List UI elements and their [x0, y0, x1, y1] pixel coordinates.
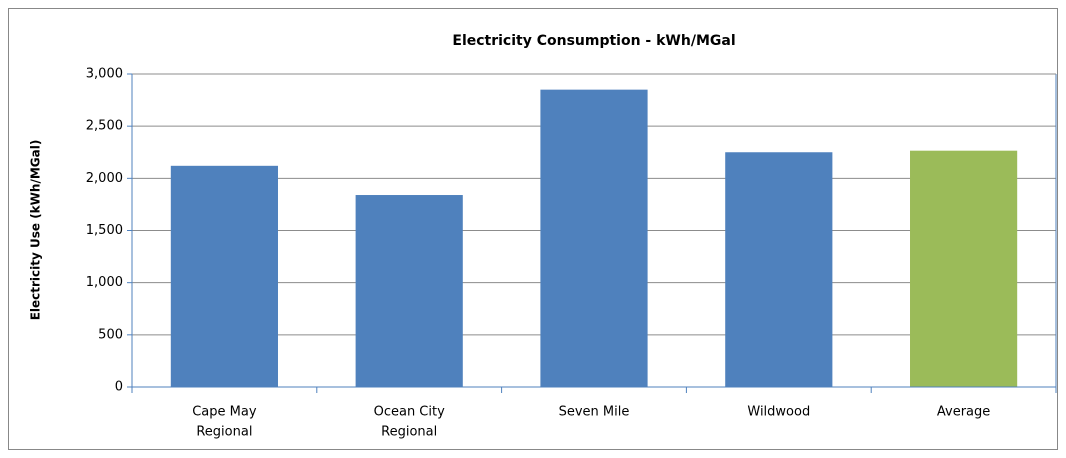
- x-tick-label: Wildwood: [747, 405, 810, 420]
- bar: [910, 150, 1018, 387]
- bar: [170, 165, 278, 387]
- x-tick-label: Regional: [381, 425, 437, 440]
- y-tick-label: 1,500: [86, 223, 123, 238]
- bar: [725, 152, 833, 387]
- x-tick-label: Cape May: [192, 405, 257, 420]
- x-tick-label: Average: [937, 405, 990, 420]
- y-tick-label: 500: [98, 327, 123, 342]
- y-tick-label: 1,000: [86, 275, 123, 290]
- chart-title: Electricity Consumption - kWh/MGal: [452, 33, 735, 49]
- bar: [540, 89, 648, 388]
- y-tick-label: 3,000: [86, 67, 123, 82]
- y-tick-label: 2,500: [86, 119, 123, 134]
- y-tick-label: 0: [115, 380, 123, 395]
- y-tick-label: 2,000: [86, 171, 123, 186]
- bar: [355, 195, 463, 387]
- x-tick-label: Ocean City: [374, 405, 446, 420]
- chart-border: [8, 8, 1058, 450]
- x-tick-label: Seven Mile: [559, 405, 630, 420]
- x-tick-label: Regional: [196, 425, 252, 440]
- y-axis-label: Electricity Use (kWh/MGal): [29, 140, 43, 321]
